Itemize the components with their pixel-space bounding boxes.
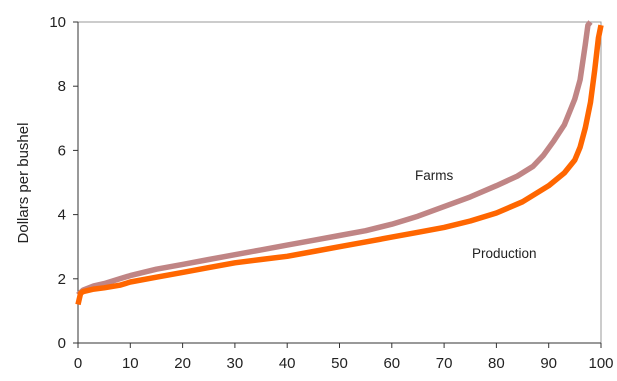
- x-tick-label: 50: [331, 355, 348, 372]
- y-tick-label: 8: [58, 78, 66, 95]
- x-tick-label: 10: [122, 355, 139, 372]
- farms-series-label: Farms: [415, 168, 453, 183]
- production-series-line: [75, 24, 604, 306]
- axes-layer: 0 10 20 30 40 50 60 70 80 90 100 0 2 4 6 8 10: [49, 14, 613, 372]
- x-tick-label: 0: [74, 355, 82, 372]
- x-tick-label: 70: [436, 355, 453, 372]
- plot-area: [77, 21, 602, 344]
- production-series-label: Production: [472, 246, 537, 261]
- farms-series-line: [76, 20, 593, 297]
- y-tick-label: 4: [58, 207, 66, 224]
- x-tick-label: 80: [488, 355, 505, 372]
- x-tick-label: 30: [227, 355, 244, 372]
- x-tick-label: 40: [279, 355, 296, 372]
- series-layer: [75, 20, 604, 306]
- x-tick-label: 100: [588, 355, 613, 372]
- x-tick-label: 20: [174, 355, 191, 372]
- x-tick-label: 90: [540, 355, 557, 372]
- y-axis-title: Dollars per bushel: [15, 123, 32, 244]
- x-tick-label: 60: [383, 355, 400, 372]
- y-tick-label: 6: [58, 142, 66, 159]
- y-tick-label: 2: [58, 271, 66, 288]
- y-tick-label: 0: [58, 335, 66, 352]
- y-tick-label: 10: [49, 14, 66, 31]
